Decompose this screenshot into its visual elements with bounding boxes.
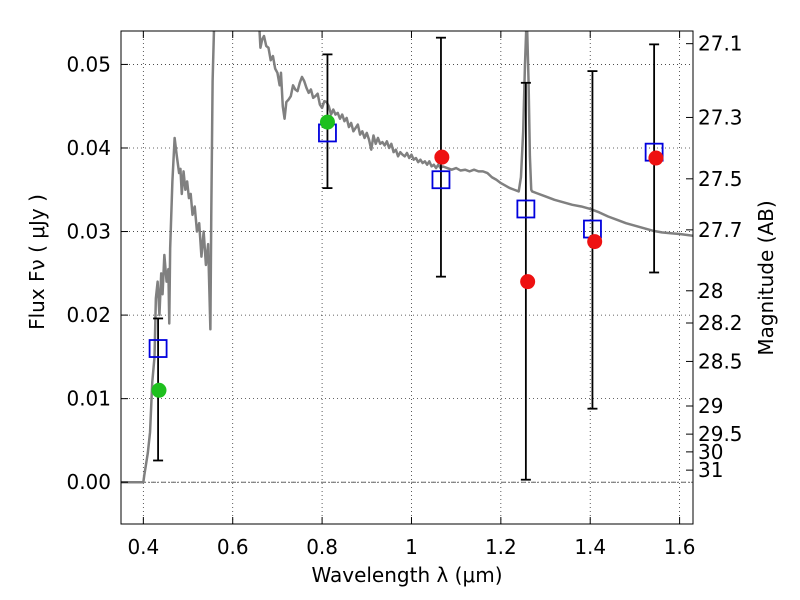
magnitude-tick-label: 31	[698, 458, 723, 482]
magnitude-tick-label: 29.5	[698, 422, 743, 446]
x-tick-label: 0.6	[217, 535, 249, 559]
model-band-square	[431, 170, 451, 190]
plot-frame	[120, 30, 694, 525]
magnitude-tick-label: 27.7	[698, 218, 743, 242]
x-tick-label: 0.8	[306, 535, 338, 559]
model-spectrum	[121, 31, 693, 484]
magnitude-axis-title: Magnitude (AB)	[754, 200, 778, 355]
y-tick-label: 0.00	[66, 470, 111, 494]
y-tick-label: 0.01	[66, 387, 111, 411]
red-detection-point	[434, 149, 450, 165]
y-tick-label: 0.03	[66, 220, 111, 244]
magnitude-tick-label: 28.2	[698, 311, 743, 335]
x-tick-label: 1.2	[485, 535, 517, 559]
green-detection-point	[151, 382, 167, 398]
x-tick-label: 1.6	[664, 535, 696, 559]
plot-background	[121, 31, 693, 524]
x-axis-ticks: 0.4 0.6 0.8 1 1.2 1.4 1.6	[127, 31, 696, 559]
model-spectrum-line	[121, 31, 693, 484]
y-axis-title: Flux Fν ( μJy )	[25, 194, 49, 330]
model-band-square	[148, 339, 168, 358]
x-tick-label: 1	[405, 535, 418, 559]
y-tick-label: 0.02	[66, 303, 111, 327]
magnitude-tick-label: 28	[698, 279, 723, 303]
grid-lines	[121, 31, 693, 524]
green-detection-point	[319, 114, 335, 130]
red-detection-point	[520, 274, 536, 290]
magnitude-tick-label: 27.3	[698, 105, 743, 129]
red-detection-point	[648, 150, 664, 166]
magnitude-tick-label: 27.5	[698, 167, 743, 191]
x-tick-label: 1.4	[574, 535, 606, 559]
detection-points	[151, 114, 664, 398]
magnitude-tick-label: 30	[698, 440, 723, 464]
y-tick-label: 0.05	[66, 52, 111, 76]
x-axis-title: Wavelength λ (μm)	[311, 563, 502, 587]
x-tick-label: 0.4	[127, 535, 159, 559]
magnitude-tick-label: 27.1	[698, 32, 743, 56]
y-tick-label: 0.04	[66, 136, 111, 160]
red-detection-point	[587, 234, 603, 250]
model-band-square	[516, 199, 536, 219]
magnitude-tick-label: 29	[698, 394, 723, 418]
y-axis-ticks: 0.00 0.01 0.02 0.03 0.04 0.05	[66, 52, 128, 494]
magnitude-tick-label: 28.5	[698, 349, 743, 373]
